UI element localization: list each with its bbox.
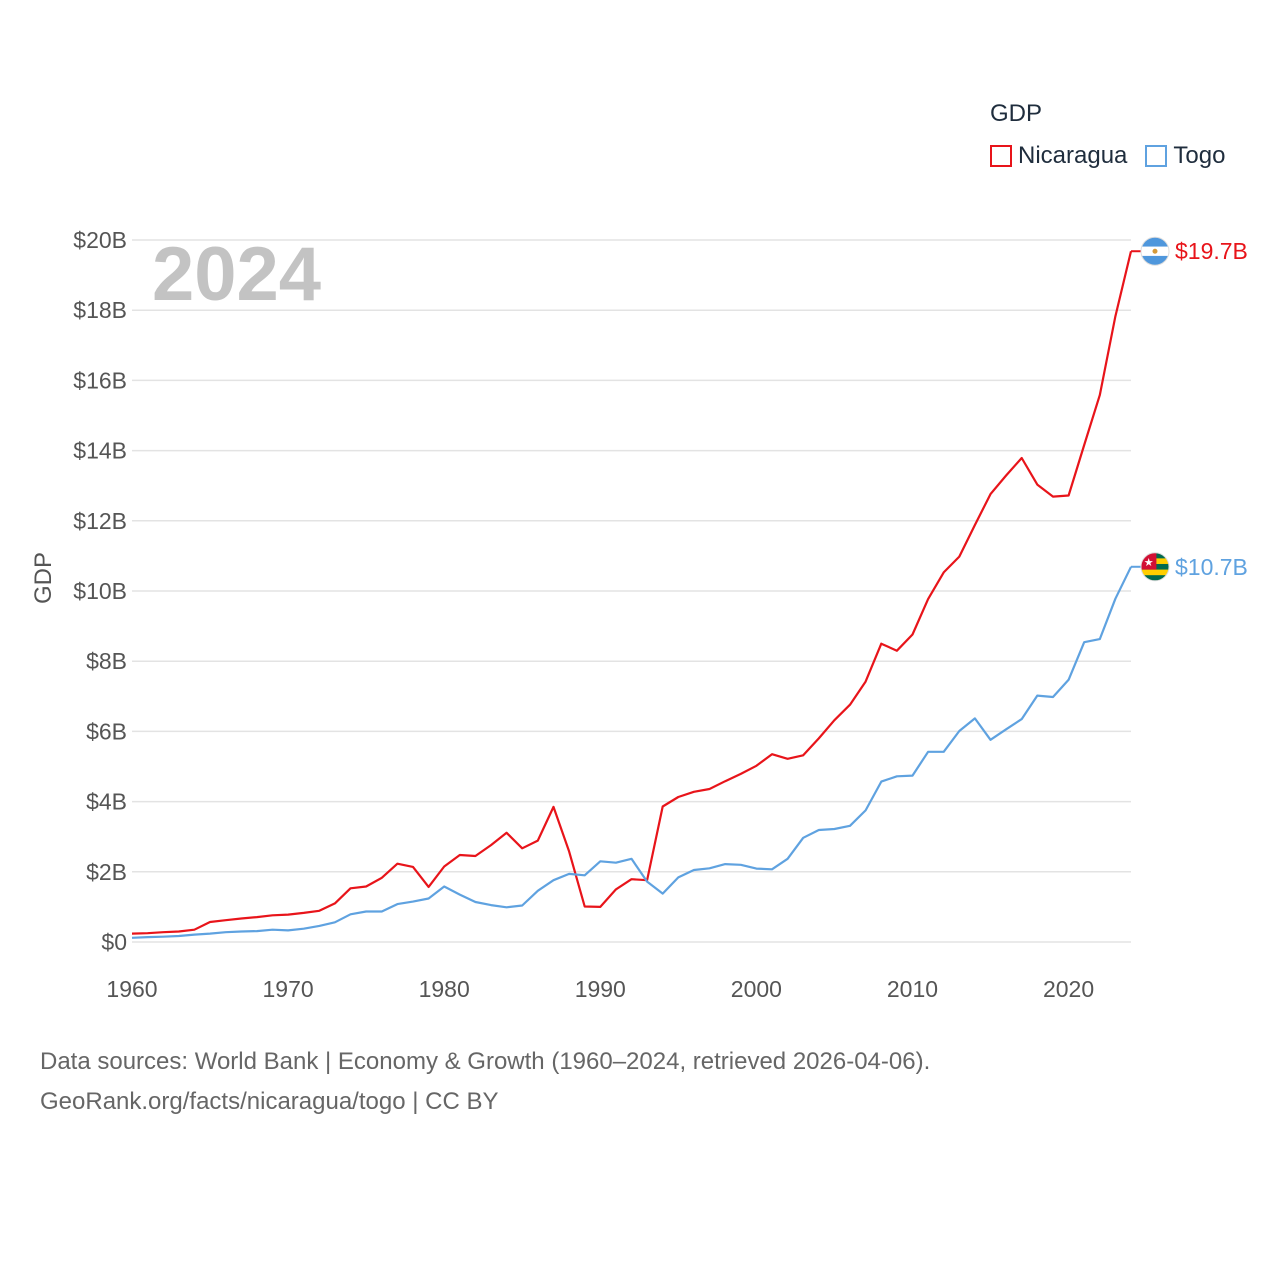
footer: Data sources: World Bank | Economy & Gro… <box>40 1042 930 1122</box>
y-tick-label: $16B <box>73 367 127 393</box>
legend-label-togo: Togo <box>1173 142 1226 169</box>
year-watermark: 2024 <box>152 232 321 317</box>
end-label-nicaragua: $19.7B <box>1175 238 1248 264</box>
y-tick-label: $18B <box>73 297 127 323</box>
y-axis-label: GDP <box>30 552 57 604</box>
x-tick-label: 1990 <box>575 976 626 1002</box>
legend: Nicaragua Togo <box>990 142 1225 170</box>
legend-item-nicaragua[interactable]: Nicaragua <box>990 142 1127 170</box>
y-tick-label: $2B <box>86 859 127 885</box>
footer-sources: Data sources: World Bank | Economy & Gro… <box>40 1048 931 1075</box>
nicaragua-flag-icon <box>1140 236 1170 266</box>
y-tick-label: $20B <box>73 227 127 253</box>
y-tick-label: $4B <box>86 789 127 815</box>
legend-label-nicaragua: Nicaragua <box>1018 142 1128 169</box>
x-tick-label: 2020 <box>1043 976 1094 1002</box>
y-tick-label: $10B <box>73 578 127 604</box>
y-tick-label: $12B <box>73 508 127 534</box>
y-tick-labels: $0 $2B $4B $6B $8B $10B $12B $14B $16B $18B $20B <box>73 227 127 955</box>
x-tick-labels: 1960 1970 1980 1990 2000 2010 2020 <box>106 976 1094 1002</box>
y-tick-label: $14B <box>73 438 127 464</box>
x-tick-label: 1980 <box>419 976 470 1002</box>
x-tick-label: 1960 <box>106 976 157 1002</box>
grid-lines <box>132 239 1131 943</box>
series-line-nicaragua <box>131 250 1133 935</box>
y-tick-label: $8B <box>86 648 127 674</box>
series-end-labels: $19.7B ★ $10.7B <box>1131 236 1248 582</box>
togo-flag-icon: ★ <box>1140 552 1170 582</box>
x-tick-label: 1970 <box>263 976 314 1002</box>
legend-swatch-nicaragua <box>990 145 1012 167</box>
y-tick-label: $0 <box>101 929 127 955</box>
svg-text:★: ★ <box>1144 557 1154 569</box>
footer-link[interactable]: GeoRank.org/facts/nicaragua/togo | CC BY <box>40 1088 499 1115</box>
series-lines <box>131 250 1133 939</box>
legend-title: GDP <box>990 100 1043 127</box>
end-label-togo: $10.7B <box>1175 554 1248 580</box>
legend-swatch-togo <box>1145 145 1168 167</box>
y-tick-label: $6B <box>86 718 127 744</box>
x-tick-label: 2000 <box>731 976 782 1002</box>
series-line-togo <box>131 566 1132 939</box>
x-tick-label: 2010 <box>887 976 938 1002</box>
legend-item-togo[interactable]: Togo <box>1145 142 1225 170</box>
